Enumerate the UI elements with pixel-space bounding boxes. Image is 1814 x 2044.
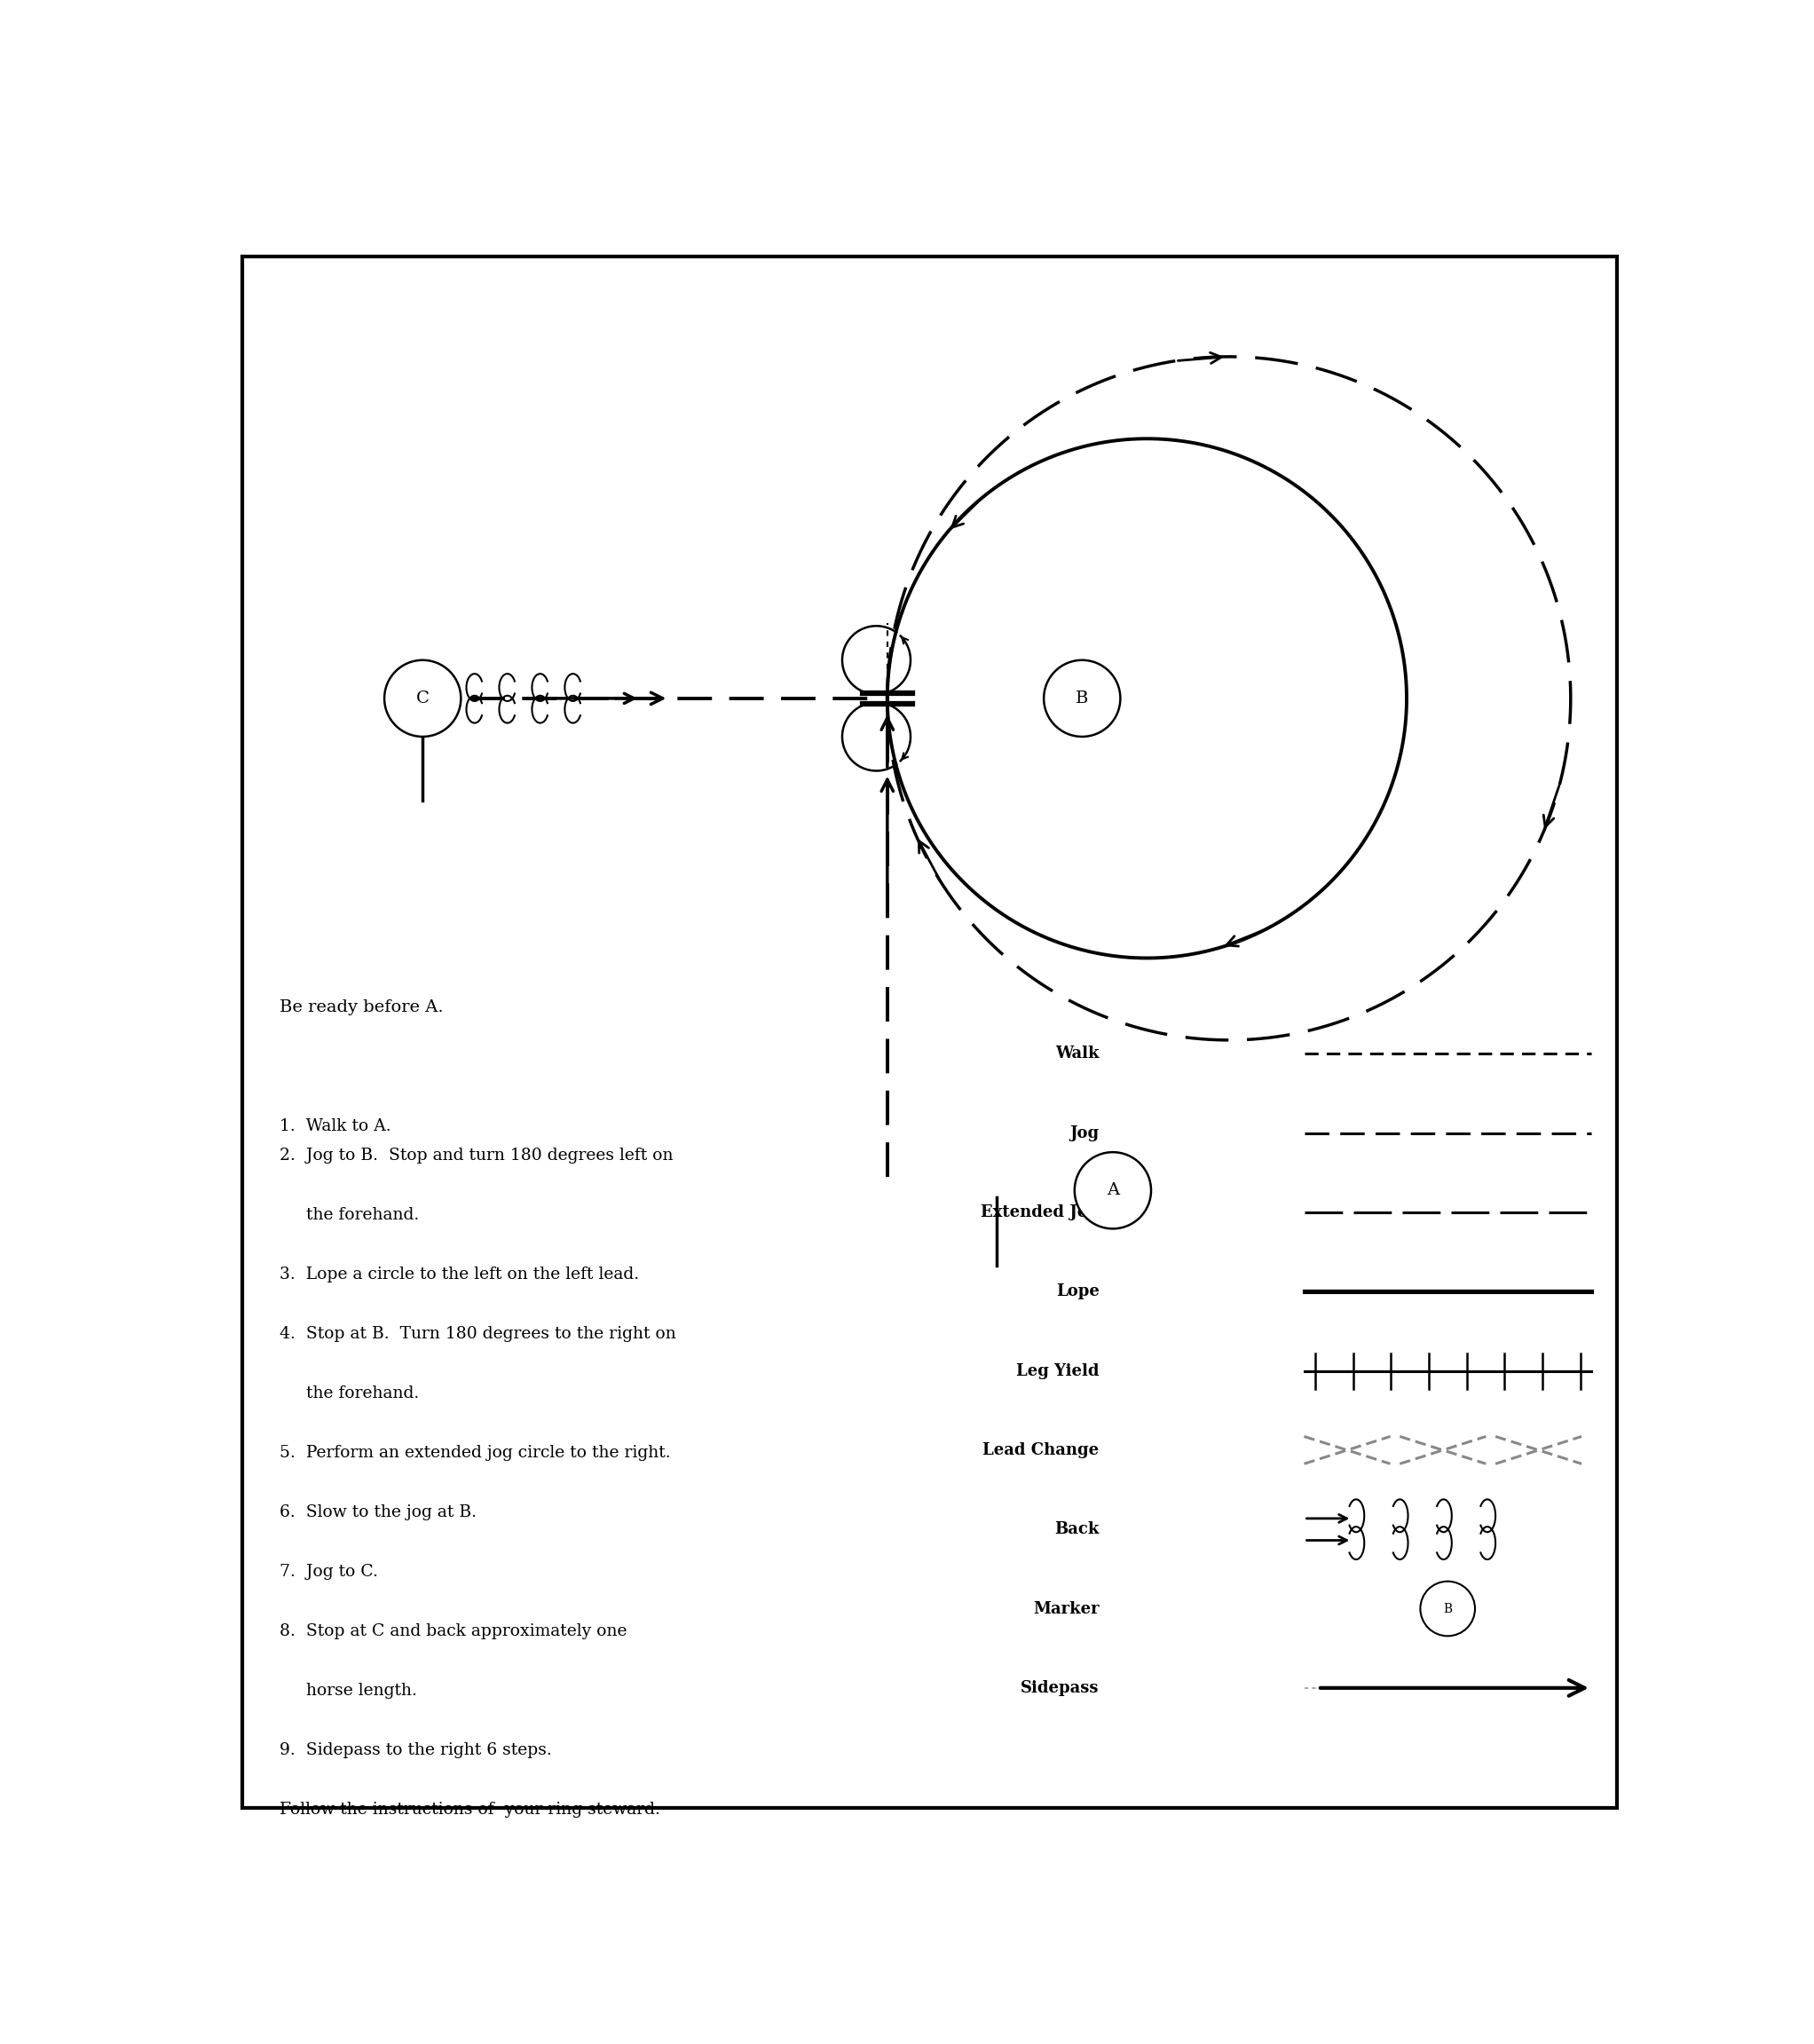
Text: 2.  Jog to B.  Stop and turn 180 degrees left on: 2. Jog to B. Stop and turn 180 degrees l… [279, 1147, 673, 1163]
Text: 1.  Walk to A.: 1. Walk to A. [279, 1118, 390, 1134]
Text: 3.  Lope a circle to the left on the left lead.: 3. Lope a circle to the left on the left… [279, 1267, 639, 1282]
Text: the forehand.: the forehand. [279, 1206, 419, 1222]
Text: 9.  Sidepass to the right 6 steps.: 9. Sidepass to the right 6 steps. [279, 1741, 551, 1758]
Text: horse length.: horse length. [279, 1682, 417, 1699]
Text: B: B [1076, 691, 1088, 707]
Text: Sidepass: Sidepass [1021, 1680, 1099, 1697]
Text: B: B [1444, 1602, 1453, 1615]
Text: 6.  Slow to the jog at B.: 6. Slow to the jog at B. [279, 1504, 475, 1521]
Text: C: C [415, 691, 430, 707]
Circle shape [385, 660, 461, 736]
Text: Extended Jog: Extended Jog [981, 1204, 1099, 1220]
Text: Leg Yield: Leg Yield [1016, 1363, 1099, 1380]
Text: A: A [1107, 1181, 1119, 1198]
Text: Follow the instructions of  your ring steward.: Follow the instructions of your ring ste… [279, 1801, 660, 1817]
Text: Marker: Marker [1032, 1600, 1099, 1617]
Text: Jog: Jog [1070, 1124, 1099, 1141]
Text: 8.  Stop at C and back approximately one: 8. Stop at C and back approximately one [279, 1623, 626, 1639]
Text: 5.  Perform an extended jog circle to the right.: 5. Perform an extended jog circle to the… [279, 1445, 669, 1461]
Circle shape [1074, 1153, 1152, 1228]
Text: Lead Change: Lead Change [983, 1443, 1099, 1457]
Text: 7.  Jog to C.: 7. Jog to C. [279, 1564, 377, 1580]
Text: 4.  Stop at B.  Turn 180 degrees to the right on: 4. Stop at B. Turn 180 degrees to the ri… [279, 1327, 675, 1341]
Text: Lope: Lope [1056, 1284, 1099, 1300]
Circle shape [1043, 660, 1121, 736]
Circle shape [1420, 1582, 1475, 1635]
Text: the forehand.: the forehand. [279, 1386, 419, 1402]
Text: Walk: Walk [1056, 1047, 1099, 1061]
Text: Back: Back [1054, 1521, 1099, 1537]
Text: Be ready before A.: Be ready before A. [279, 1000, 443, 1016]
